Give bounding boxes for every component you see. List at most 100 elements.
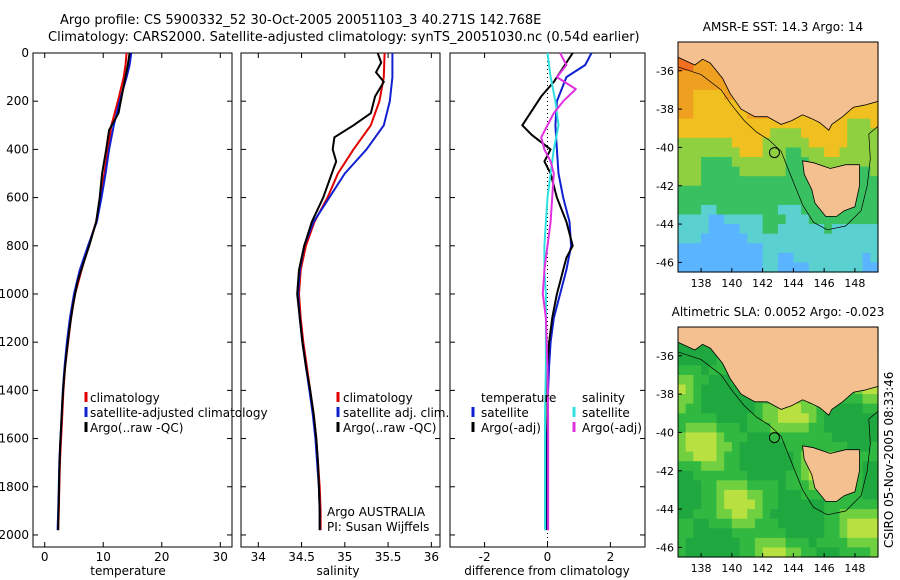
map-cell xyxy=(708,70,718,81)
legend-label-satellite: satellite adj. clim. xyxy=(343,406,449,420)
map-cell xyxy=(801,252,810,264)
map-x-tick-label: 144 xyxy=(783,277,804,290)
map-cell xyxy=(762,547,771,558)
map-cell xyxy=(862,224,871,235)
map-cell xyxy=(770,509,779,520)
map-cell xyxy=(708,109,718,120)
map-cell xyxy=(693,355,702,366)
map-cell xyxy=(854,489,864,501)
map-cell xyxy=(716,214,725,225)
map-x-tick-label: 146 xyxy=(814,562,835,575)
map-cell xyxy=(816,214,825,225)
map-cell xyxy=(824,547,833,558)
map-cell xyxy=(778,176,787,187)
map-cell xyxy=(762,509,771,520)
map-cell xyxy=(870,128,879,139)
map-cell xyxy=(870,109,879,120)
map-cell xyxy=(801,128,810,139)
map-cell xyxy=(693,365,702,376)
map-cell xyxy=(831,243,841,254)
map-cell xyxy=(678,204,687,216)
map-cell xyxy=(739,461,748,472)
map-cell xyxy=(685,355,694,366)
map-cell xyxy=(716,166,725,177)
map-cell xyxy=(862,252,871,264)
map-cell xyxy=(778,157,787,168)
series-line xyxy=(296,52,385,531)
map-cell xyxy=(685,499,694,510)
map-cell xyxy=(724,262,733,273)
map-cell xyxy=(831,147,841,158)
y-tick-label: 0 xyxy=(21,46,29,60)
series-line xyxy=(56,52,133,531)
map-cell xyxy=(724,137,733,149)
map-cell xyxy=(724,413,733,424)
map-cell xyxy=(708,195,718,206)
tasmania xyxy=(802,160,860,217)
map-cell xyxy=(708,89,718,101)
map-cell xyxy=(778,224,787,235)
map-cell xyxy=(693,346,702,357)
map-cell xyxy=(693,528,702,539)
map-cell xyxy=(862,547,871,558)
map-cell xyxy=(785,214,794,225)
map-cell xyxy=(785,461,794,472)
map-cell xyxy=(762,470,771,481)
map-cell xyxy=(724,374,733,386)
map-cell xyxy=(816,128,825,139)
map-cell xyxy=(831,442,841,453)
map-cell xyxy=(785,480,794,491)
map-cell xyxy=(831,403,841,414)
map-cell xyxy=(685,384,694,395)
map-cell xyxy=(701,80,710,91)
map-cell xyxy=(831,252,841,264)
map-cell xyxy=(678,365,687,376)
map-cell xyxy=(685,413,694,424)
map-cell xyxy=(762,128,771,139)
map-cell xyxy=(724,489,733,501)
map-cell xyxy=(754,252,764,264)
map-cell xyxy=(678,109,687,120)
map-cell xyxy=(854,518,864,529)
map-cell xyxy=(693,489,702,501)
map-cell xyxy=(739,118,748,129)
map-cell xyxy=(731,509,741,520)
map-cell xyxy=(754,233,764,244)
map-cell xyxy=(693,61,702,72)
map-cell xyxy=(678,157,687,168)
map-cell xyxy=(770,442,779,453)
map-cell xyxy=(708,537,718,549)
map-cell xyxy=(724,252,733,264)
map-cell xyxy=(824,137,833,149)
map-y-tick-label: -42 xyxy=(656,465,674,478)
map-cell xyxy=(685,118,694,129)
map-cell xyxy=(708,413,718,424)
map-cell xyxy=(801,262,810,273)
series-line xyxy=(544,52,593,531)
y-tick-label: 600 xyxy=(6,191,29,205)
map-cell xyxy=(739,176,748,187)
map-cell xyxy=(739,185,748,196)
map-cell xyxy=(685,233,694,244)
map-cell xyxy=(801,118,810,129)
map-cell xyxy=(724,461,733,472)
map-cell xyxy=(754,185,764,196)
map-cell xyxy=(739,252,748,264)
map-cell xyxy=(762,489,771,501)
credit-label: CSIRO 05-Nov-2005 08:33:46 xyxy=(882,372,896,548)
map-cell xyxy=(778,480,787,491)
map-cell xyxy=(716,461,725,472)
map-cell xyxy=(701,442,710,453)
map-cell xyxy=(831,499,841,510)
map-cell xyxy=(724,185,733,196)
map-cell xyxy=(685,89,694,101)
map-cell xyxy=(739,422,748,434)
map-cell xyxy=(685,137,694,149)
map-cell xyxy=(778,432,787,443)
map-cell xyxy=(724,118,733,129)
map-cell xyxy=(854,403,864,414)
map-cell xyxy=(701,413,710,424)
map-cell xyxy=(862,470,871,481)
sla-map-title: Altimetric SLA: 0.0052 Argo: -0.023 xyxy=(672,305,885,319)
map-cell xyxy=(739,262,748,273)
